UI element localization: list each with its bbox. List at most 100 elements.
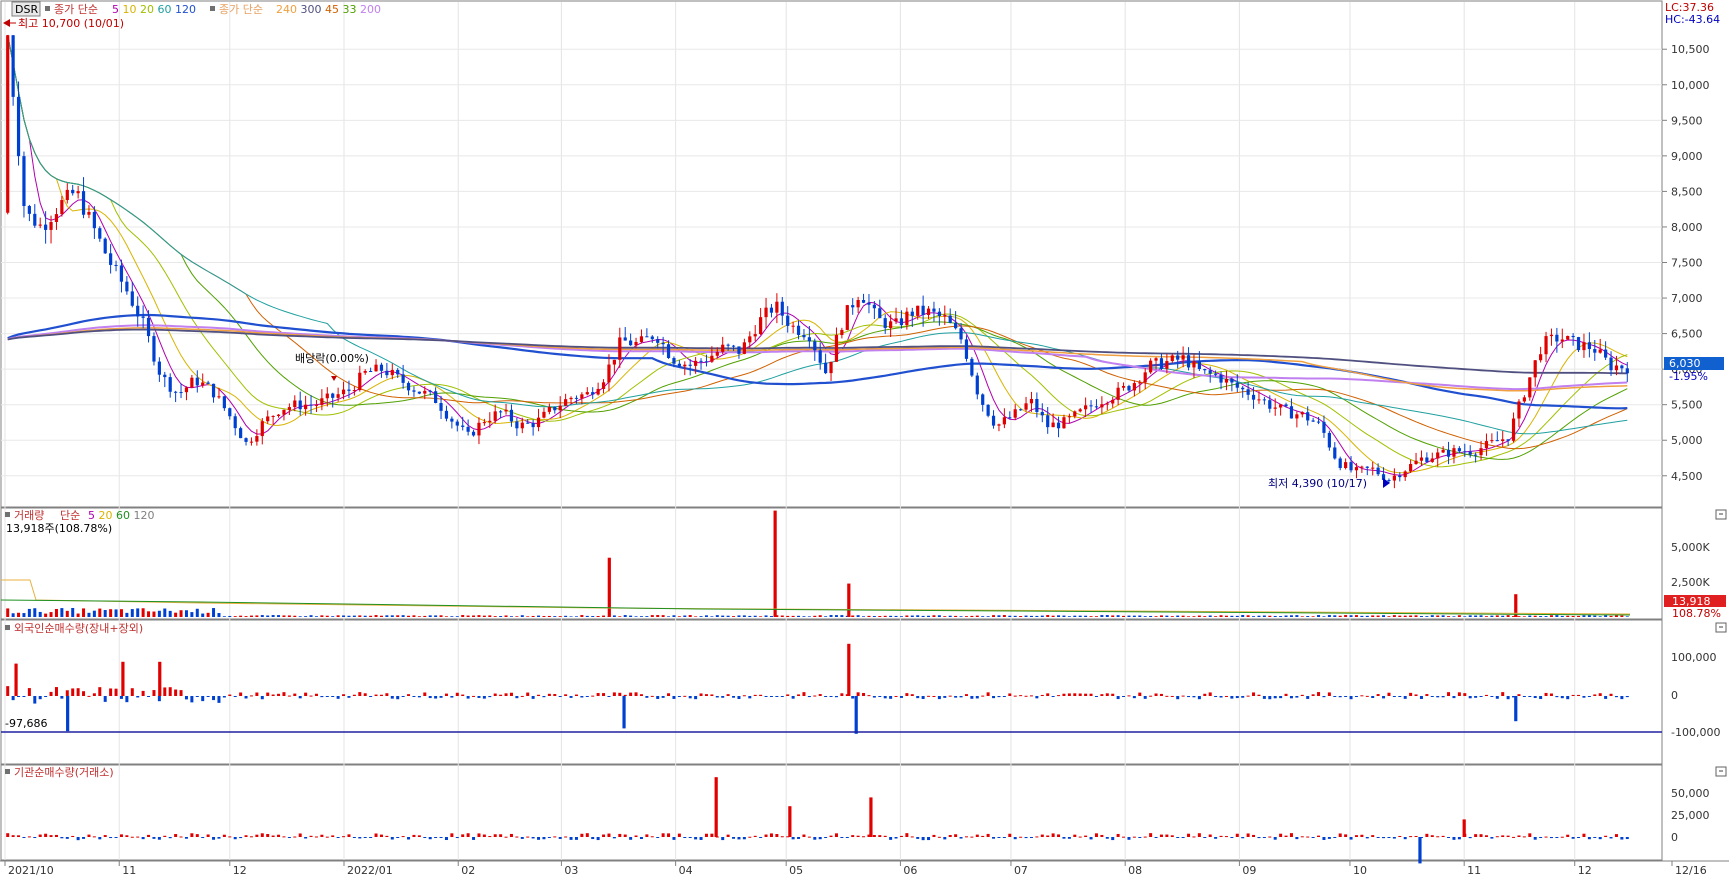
foreign-bar xyxy=(1165,695,1169,697)
foreign-bar xyxy=(1598,693,1602,696)
foreign-bar xyxy=(114,688,118,696)
inst-bar xyxy=(889,837,893,840)
candle-body xyxy=(661,342,665,345)
inst-bar xyxy=(374,833,378,837)
inst-bar xyxy=(1073,834,1077,837)
candle-body xyxy=(1593,349,1597,353)
ticker-box[interactable] xyxy=(11,1,41,17)
foreign-bar xyxy=(1040,694,1044,696)
foreign-bar xyxy=(992,696,996,699)
volume-bar xyxy=(130,609,134,617)
volume-bar xyxy=(385,615,389,617)
candle-body xyxy=(1219,374,1223,383)
foreign-bar xyxy=(1159,693,1163,696)
foreign-bar xyxy=(1176,696,1180,700)
volume-bar xyxy=(174,612,178,617)
volume-bar xyxy=(417,616,421,617)
inst-bar xyxy=(1273,837,1277,840)
inst-bar xyxy=(239,837,243,839)
inst-axis-25000: 25,000 xyxy=(1671,809,1710,822)
inst-bar xyxy=(385,835,389,837)
candle-body xyxy=(1230,378,1234,383)
volume-bar xyxy=(92,610,96,617)
date-tick-label: 12/16 xyxy=(1675,864,1707,877)
volume-bar xyxy=(986,616,990,617)
candle-body xyxy=(65,189,69,201)
candle-body xyxy=(1430,458,1434,462)
volume-bar xyxy=(726,615,730,617)
candle-body xyxy=(217,396,221,398)
foreign-bar xyxy=(639,694,643,696)
inst-bar xyxy=(797,837,801,839)
candle-body xyxy=(1549,334,1554,337)
candle-body xyxy=(1170,355,1174,362)
volume-bar xyxy=(293,615,297,617)
volume-bar xyxy=(1371,615,1375,617)
volume-bar xyxy=(152,611,156,617)
inst-bar xyxy=(401,836,405,838)
foreign-bar xyxy=(472,695,476,697)
candle-body xyxy=(1121,385,1126,388)
candle-body xyxy=(1203,369,1207,371)
candle-body xyxy=(60,200,64,215)
candle-body xyxy=(851,305,855,308)
foreign-bar xyxy=(1549,693,1553,696)
foreign-bar xyxy=(33,696,37,704)
inst-bar xyxy=(845,837,849,838)
volume-bar xyxy=(645,616,649,617)
foreign-bar xyxy=(60,696,64,699)
foreign-bar xyxy=(38,696,42,700)
foreign-bar xyxy=(1333,696,1337,697)
candle-body xyxy=(845,305,849,330)
foreign-bar xyxy=(791,696,795,699)
ma-legend-values: 5 10 20 60 120 xyxy=(112,3,196,16)
candle-body xyxy=(1571,335,1575,338)
volume-bar xyxy=(1100,615,1104,617)
foreign-bar xyxy=(1577,694,1581,696)
volume-bar xyxy=(336,615,340,617)
candle-body xyxy=(1441,449,1445,453)
inst-bar xyxy=(423,837,427,838)
inst-bar xyxy=(233,837,237,840)
date-tick-label: 05 xyxy=(789,864,803,877)
volume-bars xyxy=(0,510,1631,617)
inst-bar xyxy=(1197,833,1201,837)
candle-body xyxy=(580,394,584,399)
volume-info: 13,918주(108.78%) xyxy=(6,522,112,535)
inst-bar xyxy=(948,835,952,837)
foreign-bar xyxy=(309,695,313,697)
volume-bar xyxy=(899,616,903,617)
foreign-bar xyxy=(336,696,340,699)
candle-body xyxy=(488,420,492,423)
inst-bar xyxy=(981,835,985,837)
candle-body xyxy=(1078,409,1082,412)
foreign-bar xyxy=(1284,693,1288,696)
ticker-label: DSR xyxy=(15,3,38,16)
candle-body xyxy=(114,264,118,266)
candle-body xyxy=(109,253,113,265)
inst-bar xyxy=(65,837,69,839)
foreign-bar xyxy=(390,696,394,699)
inst-bar xyxy=(325,836,329,838)
volume-bar xyxy=(574,616,578,617)
volume-bar xyxy=(1224,615,1228,617)
foreign-bar xyxy=(1192,696,1196,698)
volume-bar xyxy=(1463,616,1467,617)
candle-body xyxy=(266,416,270,422)
volume-bar xyxy=(1165,615,1169,617)
volume-bar xyxy=(1122,615,1126,617)
foreign-spike-bar xyxy=(66,696,70,732)
foreign-bar xyxy=(109,688,113,696)
inst-bar xyxy=(1322,837,1326,840)
volume-bar xyxy=(650,615,654,617)
price-tick-label: 10,000 xyxy=(1671,79,1710,92)
foreign-bar xyxy=(255,692,259,696)
candle-body xyxy=(461,425,465,427)
foreign-bar xyxy=(726,694,730,696)
candle-body xyxy=(813,341,817,351)
foreign-bar xyxy=(607,696,611,697)
candle-body xyxy=(179,392,183,394)
inst-bar xyxy=(1279,833,1283,837)
volume-bar xyxy=(818,615,822,617)
volume-bar xyxy=(1306,616,1310,617)
